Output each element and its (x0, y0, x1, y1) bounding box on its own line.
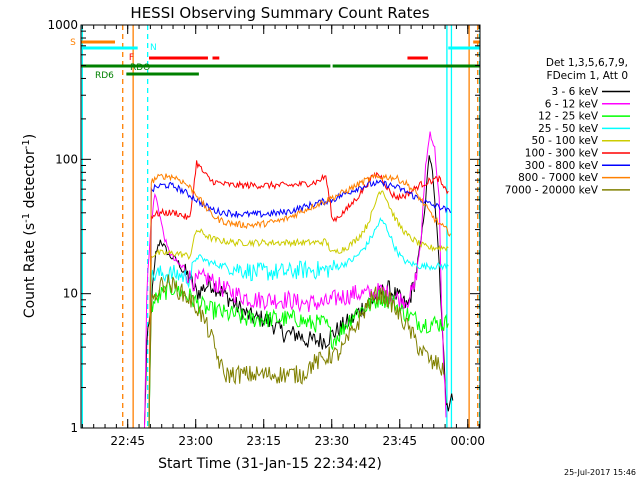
x-tick-label: 23:15 (246, 434, 281, 448)
legend-entry-25-50-kev: 25 - 50 keV (538, 123, 599, 135)
x-tick-label: 23:30 (314, 434, 349, 448)
chart-title: HESSI Observing Summary Count Rates (130, 4, 429, 22)
x-axis: 22:45 23:00 23:15 23:30 23:45 00:00 (81, 25, 485, 448)
legend-entry-50-100-kev: 50 - 100 keV (531, 135, 598, 147)
series-line-7000-20000-kev (148, 274, 445, 429)
y-axis-label-mid: detector (22, 149, 38, 213)
y-tick-label: 1000 (47, 18, 78, 32)
flag-label-n: N (150, 43, 157, 53)
footer-timestamp: 25-Jul-2017 15:46 (564, 468, 636, 477)
legend-header-1: FDecim 1, Att 0 (547, 70, 628, 82)
y-tick-label: 100 (55, 152, 78, 166)
series-lines (144, 131, 454, 429)
y-axis-label-sup1: -1 (21, 213, 32, 223)
y-tick-label: 1 (70, 421, 78, 435)
y-axis-label: Count Rate (s-1 detector-1) (21, 134, 38, 318)
legend-entry-6-12-kev: 6 - 12 keV (545, 98, 599, 110)
x-tick-label: 00:00 (450, 434, 485, 448)
legend-entry-7000-20000-kev: 7000 - 20000 keV (505, 184, 599, 196)
flag-label-s: S (70, 38, 76, 48)
y-axis-label-end: ) (22, 134, 38, 139)
flag-label-f: F (129, 53, 134, 63)
y-axis-label-sup2: -1 (21, 139, 32, 149)
series-line-6-12-kev (144, 131, 447, 429)
legend-entry-12-25-kev: 12 - 25 keV (538, 111, 599, 123)
y-axis: 1 10 100 1000 (47, 18, 480, 435)
series-line-50-100-kev (148, 190, 449, 425)
legend-header-0: Det 1,3,5,6,7,9, (546, 57, 628, 69)
flag-label-rdo: RDO (130, 63, 150, 73)
x-axis-label: Start Time (31-Jan-15 22:34:42) (158, 456, 382, 472)
y-tick-label: 10 (63, 287, 78, 301)
legend-entry-100-300-kev: 100 - 300 keV (525, 148, 599, 160)
series-line-25-50-kev (148, 216, 449, 429)
series-line-800-7000-kev (148, 173, 451, 429)
y-axis-label-main: Count Rate (s (22, 223, 38, 318)
flag-label-rd6: RD6 (95, 71, 114, 81)
series-line-100-300-kev (148, 160, 449, 429)
series-line-300-800-kev (148, 179, 451, 429)
legend-entry-300-800-kev: 300 - 800 keV (525, 160, 599, 172)
legend: Det 1,3,5,6,7,9,FDecim 1, Att 0 3 - 6 keV… (505, 57, 630, 196)
x-tick-label: 23:45 (382, 434, 417, 448)
x-tick-label: 22:45 (110, 434, 145, 448)
legend-entry-800-7000-kev: 800 - 7000 keV (518, 172, 599, 184)
x-tick-label: 23:00 (178, 434, 213, 448)
plot-frame (80, 24, 481, 429)
legend-entry-3-6-kev: 3 - 6 keV (551, 86, 598, 98)
